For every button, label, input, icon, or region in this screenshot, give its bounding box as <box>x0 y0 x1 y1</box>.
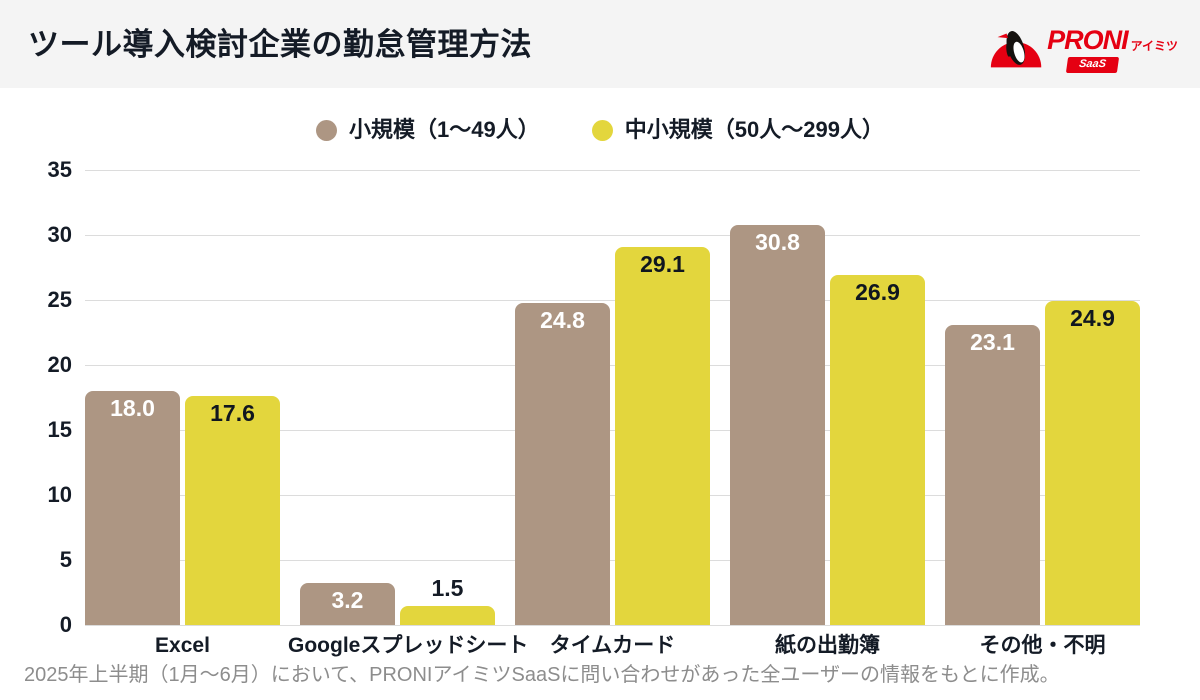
gridline <box>85 300 1140 301</box>
proni-logo: PRONI アイミツ SaaS <box>987 15 1178 73</box>
bar-value-label: 29.1 <box>640 250 685 277</box>
bar-value-label: 1.5 <box>431 574 464 601</box>
bar-value-label: 24.8 <box>540 306 585 333</box>
bar <box>830 275 925 625</box>
gridline <box>85 430 1140 431</box>
bar-value-label: 3.2 <box>331 587 364 614</box>
legend-swatch-icon <box>316 119 338 141</box>
y-axis-tick-label: 0 <box>59 612 72 637</box>
x-axis-category-label: 紙の出勤簿 <box>775 634 880 657</box>
gridline <box>85 560 1140 561</box>
y-axis-tick-label: 35 <box>47 157 72 182</box>
bar-value-label: 18.0 <box>110 395 155 421</box>
bar <box>615 246 710 625</box>
bar <box>300 583 395 625</box>
y-axis-tick-label: 5 <box>59 547 72 572</box>
penguin-dome-icon <box>990 31 1042 68</box>
bar-value-label: 17.6 <box>210 400 255 427</box>
gridline <box>85 235 1140 236</box>
source-note: 2025年上半期（1月〜6月）において、PRONIアイミツSaaSに問い合わせが… <box>24 664 1060 686</box>
bar <box>730 224 825 625</box>
y-axis-tick-label: 25 <box>47 287 72 312</box>
logo-brand-text: PRONI <box>1047 25 1129 55</box>
bar <box>515 302 610 625</box>
bar <box>945 324 1040 625</box>
bar-value-label: 30.8 <box>755 228 800 255</box>
logo-text: PRONI アイミツ SaaS <box>1047 15 1178 73</box>
header: ツール導入検討企業の勤怠管理方法 PRONI アイミツ SaaS <box>0 0 1200 88</box>
legend: 小規模（1〜49人） 中小規模（50人〜299人） <box>0 110 1200 150</box>
y-axis-tick-label: 10 <box>47 482 72 507</box>
gridline <box>85 170 1140 171</box>
bar <box>1045 301 1140 625</box>
bar-value-label: 26.9 <box>855 279 900 306</box>
bar <box>400 605 495 625</box>
logo-brand-sub-text: アイミツ <box>1130 39 1178 53</box>
legend-item: 小規模（1〜49人） <box>316 119 540 141</box>
y-axis-tick-label: 15 <box>47 417 72 442</box>
bar-value-label: 23.1 <box>970 328 1015 355</box>
legend-item: 中小規模（50人〜299人） <box>591 117 884 142</box>
bar-value-label: 24.9 <box>1070 305 1115 332</box>
legend-swatch-icon <box>591 119 613 141</box>
legend-label: 小規模（1〜49人） <box>349 117 540 142</box>
gridline <box>85 365 1140 366</box>
x-axis-category-label: タイムカード <box>549 634 676 657</box>
x-axis-category-label: その他・不明 <box>979 634 1106 657</box>
bar <box>185 396 280 625</box>
gridline <box>85 625 1140 626</box>
x-axis-category-label: Googleスプレッドシート <box>288 634 529 657</box>
y-axis-tick-label: 30 <box>47 222 72 247</box>
x-axis-category-label: Excel <box>155 634 210 657</box>
page-title: ツール導入検討企業の勤怠管理方法 <box>28 26 532 62</box>
bar <box>85 391 180 625</box>
gridline <box>85 495 1140 496</box>
legend-label: 中小規模（50人〜299人） <box>624 117 884 142</box>
y-axis-tick-label: 20 <box>47 352 72 377</box>
